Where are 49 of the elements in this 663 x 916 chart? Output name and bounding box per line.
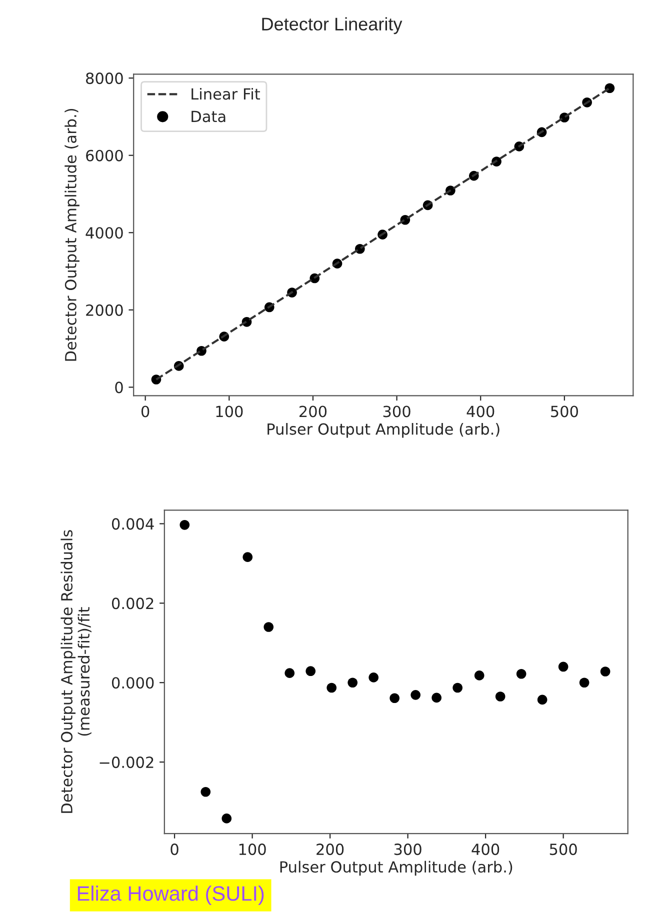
point (410, 690, 420, 700)
point (284, 668, 295, 678)
x-axis-title: Pulser Output Amplitude (arb.) (280, 860, 512, 876)
legend-label: Linear Fit (192, 88, 260, 100)
point (579, 678, 590, 688)
point (348, 678, 358, 688)
point (264, 622, 274, 632)
point (242, 552, 253, 562)
x-tick-label: 300 (383, 406, 410, 418)
x-tick-label: 400 (472, 844, 500, 856)
point (180, 520, 190, 530)
x-tick-label: 400 (466, 406, 494, 418)
point (306, 666, 316, 676)
y-tick-label: 0.002 (112, 598, 154, 610)
x-tick-label: 0 (170, 844, 178, 856)
point (200, 786, 211, 797)
point (516, 668, 526, 679)
point (432, 692, 442, 703)
y-tick-label: 8000 (86, 72, 123, 84)
text: Eliza Howard (SULI) (78, 886, 264, 905)
y-tick-label: −0.002 (100, 756, 154, 768)
point (495, 692, 506, 702)
y-tick-label: 0.000 (112, 677, 154, 689)
x-tick-label: 200 (316, 844, 344, 856)
point (222, 814, 232, 824)
legend-label: Data (192, 110, 226, 122)
point (600, 666, 610, 676)
y-axis-title: Detector Output Amplitude (arb.) (64, 108, 80, 361)
y-tick-label: 6000 (86, 150, 123, 162)
x-axis-title: Pulser Output Amplitude (arb.) (268, 423, 500, 438)
point (537, 694, 548, 705)
x-tick-label: 100 (239, 844, 266, 856)
x-tick-label: 100 (216, 406, 243, 418)
y-axis-title: Detector Output Amplitude Residuals (measured-fit)/fit (60, 530, 92, 813)
x-tick-label: 200 (300, 406, 327, 418)
chart-title: Detector Linearity (262, 17, 402, 34)
point (326, 682, 337, 693)
y-tick-label: 0.004 (112, 518, 154, 530)
y-tick-label: 2000 (86, 304, 123, 316)
point (368, 672, 379, 682)
x-tick-label: 300 (394, 844, 422, 856)
x-tick-label: 500 (550, 844, 577, 856)
point (390, 693, 400, 704)
y-tick-label: 4000 (86, 227, 123, 239)
point (558, 662, 568, 672)
y-tick-label: 0 (115, 382, 123, 394)
point (452, 682, 462, 693)
x-tick-label: 500 (551, 406, 578, 418)
point (474, 670, 484, 680)
